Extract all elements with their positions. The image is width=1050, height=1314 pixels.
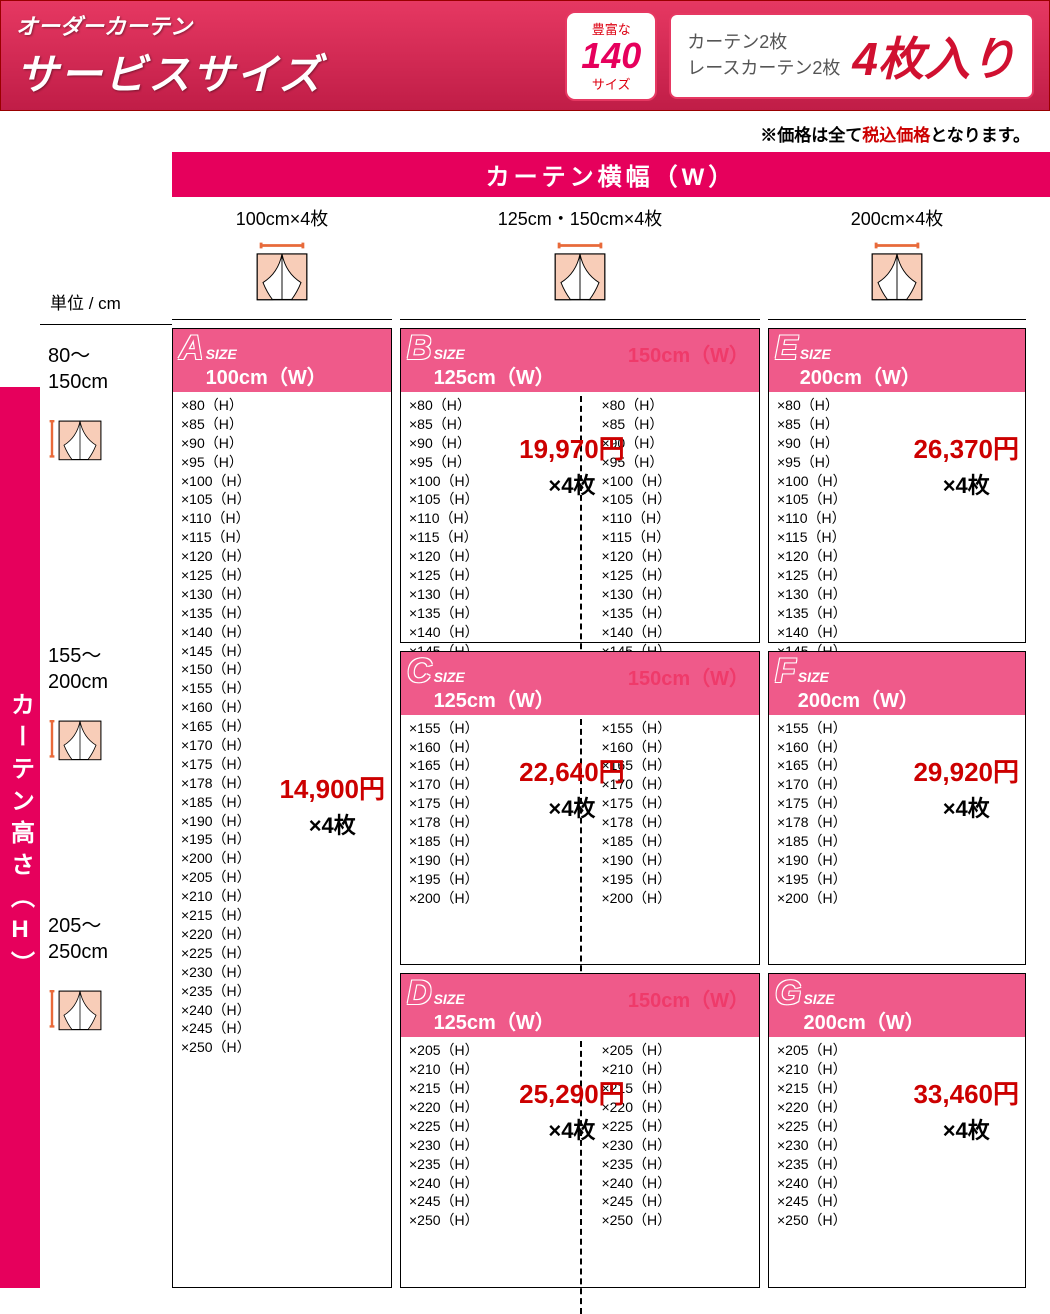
size-b-box: B SIZE125cm（W） 150cm（W） ×80（H）×85（H）×90（…	[400, 328, 760, 643]
col-200cm: 200cm×4枚 ESIZE200cm（W） ×80（H）×85（H）×90（H…	[768, 197, 1026, 1288]
window-icon	[48, 709, 172, 774]
height-row-3: 205～ 250cm	[40, 895, 172, 1165]
size-grid: カーテン高さ（H） 単位 / cm 80～ 150cm 155～ 200cm 2…	[0, 197, 1050, 1288]
price-b: 19,970円 ×4枚	[519, 432, 625, 501]
size-letter: A	[179, 331, 204, 365]
size-count-badge: 豊富な 140 サイズ	[565, 11, 657, 101]
col-head-1: 100cm×4枚	[172, 197, 392, 235]
unit-label: 単位 / cm	[40, 197, 172, 325]
size-c-body: ×155（H）×160（H）×165（H）×170（H）×175（H）×178（…	[401, 715, 759, 988]
window-icon	[400, 235, 760, 320]
price-f: 29,920円×4枚	[913, 755, 1019, 824]
header-title: サービスサイズ	[16, 41, 553, 102]
width-header: カーテン横幅（W）	[172, 152, 1050, 197]
price-c: 22,640円 ×4枚	[519, 755, 625, 824]
height-list: ×155（H）×160（H）×165（H）×170（H）×175（H）×178（…	[777, 719, 847, 984]
height-list: ×80（H）×85（H）×90（H）×95（H）×100（H）×105（H）×1…	[181, 396, 251, 1283]
size-g-box: GSIZE200cm（W） ×205（H）×210（H）×215（H）×220（…	[768, 973, 1026, 1288]
col-125-150cm: 125cm・150cm×4枚 B SIZE125cm（W） 150cm（W） ×…	[400, 197, 760, 1288]
price-note: ※価格は全て税込価格となります。	[0, 111, 1050, 152]
badge2-lines: カーテン2枚 レースカーテン2枚	[687, 30, 840, 80]
price-a: 14,900円 ×4枚	[279, 772, 385, 841]
badge1-number: 140	[581, 38, 641, 74]
height-list: ×205（H）×210（H）×215（H）×220（H）×225（H）×230（…	[777, 1041, 847, 1306]
size-a-header: A SIZE100cm（W）	[173, 329, 391, 392]
col-head-2: 125cm・150cm×4枚	[400, 197, 760, 235]
price-g: 33,460円×4枚	[913, 1077, 1019, 1146]
size-d-body: ×205（H）×210（H）×215（H）×220（H）×225（H）×230（…	[401, 1037, 759, 1310]
size-b-body: ×80（H）×85（H）×90（H）×95（H）×100（H）×105（H）×1…	[401, 392, 759, 665]
size-a-body: ×80（H）×85（H）×90（H）×95（H）×100（H）×105（H）×1…	[173, 392, 391, 1287]
height-list: ×80（H）×85（H）×90（H）×95（H）×100（H）×105（H）×1…	[777, 396, 847, 661]
height-list: ×80（H）×85（H）×90（H）×95（H）×100（H）×105（H）×1…	[409, 396, 479, 661]
main-columns: 100cm×4枚 A SIZE100cm（W） ×80（H）×85（H）×90（…	[172, 197, 1050, 1288]
price-d: 25,290円 ×4枚	[519, 1077, 625, 1146]
badge2-big: 4枚入り	[852, 23, 1016, 89]
badge1-bottom: サイズ	[581, 74, 641, 93]
window-icon	[48, 979, 172, 1044]
price-e: 26,370円×4枚	[913, 432, 1019, 501]
height-labels-col: 単位 / cm 80～ 150cm 155～ 200cm 205～ 250cm	[40, 197, 172, 1288]
window-icon	[48, 409, 172, 474]
size-c-box: C SIZE125cm（W） 150cm（W） ×155（H）×160（H）×1…	[400, 651, 760, 966]
size-a-box: A SIZE100cm（W） ×80（H）×85（H）×90（H）×95（H）×…	[172, 328, 392, 1288]
height-row-2: 155～ 200cm	[40, 625, 172, 895]
height-list: ×155（H）×160（H）×165（H）×170（H）×175（H）×178（…	[409, 719, 479, 984]
height-row-1: 80～ 150cm	[40, 325, 172, 625]
header-banner: オーダーカーテン サービスサイズ 豊富な 140 サイズ カーテン2枚 レースカ…	[0, 0, 1050, 111]
size-d-box: D SIZE125cm（W） 150cm（W） ×205（H）×210（H）×2…	[400, 973, 760, 1288]
header-titles: オーダーカーテン サービスサイズ	[16, 9, 553, 102]
size-f-box: FSIZE200cm（W） ×155（H）×160（H）×165（H）×170（…	[768, 651, 1026, 966]
window-icon	[172, 235, 392, 320]
window-icon	[768, 235, 1026, 320]
header-subtitle: オーダーカーテン	[16, 9, 553, 41]
height-header: カーテン高さ（H）	[0, 387, 40, 1288]
height-list: ×205（H）×210（H）×215（H）×220（H）×225（H）×230（…	[409, 1041, 479, 1306]
pack-badge: カーテン2枚 レースカーテン2枚 4枚入り	[669, 13, 1034, 99]
col-head-3: 200cm×4枚	[768, 197, 1026, 235]
size-e-box: ESIZE200cm（W） ×80（H）×85（H）×90（H）×95（H）×1…	[768, 328, 1026, 643]
col-100cm: 100cm×4枚 A SIZE100cm（W） ×80（H）×85（H）×90（…	[172, 197, 392, 1288]
